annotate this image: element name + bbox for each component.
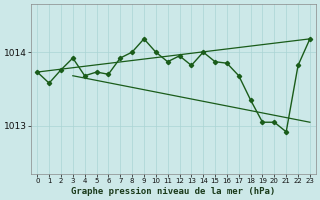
X-axis label: Graphe pression niveau de la mer (hPa): Graphe pression niveau de la mer (hPa) [71,187,276,196]
